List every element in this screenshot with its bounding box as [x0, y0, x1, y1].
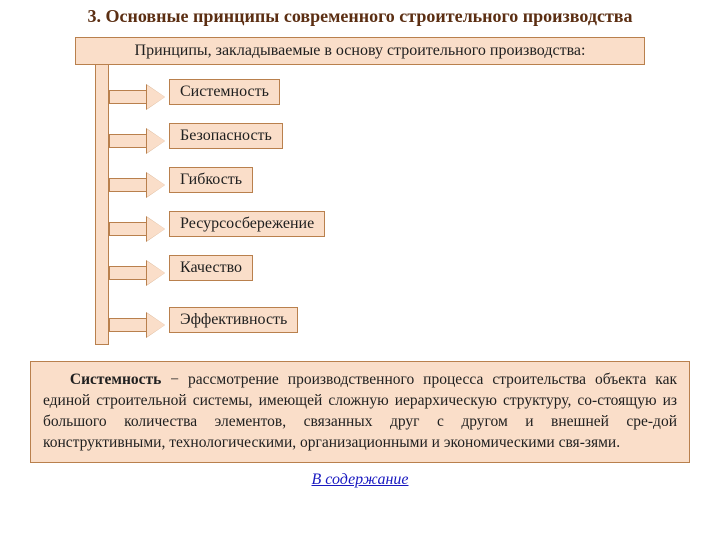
principles-header: Принципы, закладываемые в основу строите…	[75, 37, 645, 65]
arrow-icon	[109, 217, 165, 241]
arrow-icon	[109, 85, 165, 109]
principle-node: Ресурсосбережение	[169, 211, 325, 237]
principle-node: Безопасность	[169, 123, 283, 149]
principle-node: Системность	[169, 79, 280, 105]
principle-node: Гибкость	[169, 167, 253, 193]
principles-tree: Системность Безопасность Гибкость Ресурсосб…	[75, 65, 645, 355]
toc-link[interactable]: В содержание	[0, 471, 720, 489]
principle-node: Качество	[169, 255, 253, 281]
description-lead: Системность	[70, 371, 161, 388]
page-title: 3. Основные принципы современного строит…	[0, 0, 720, 37]
arrow-icon	[109, 129, 165, 153]
principle-node: Эффективность	[169, 307, 298, 333]
arrow-icon	[109, 313, 165, 337]
description-box: Системность − рассмотрение производствен…	[30, 361, 690, 463]
tree-trunk	[95, 65, 109, 345]
arrow-icon	[109, 261, 165, 285]
arrow-icon	[109, 173, 165, 197]
description-sep: −	[161, 371, 188, 388]
